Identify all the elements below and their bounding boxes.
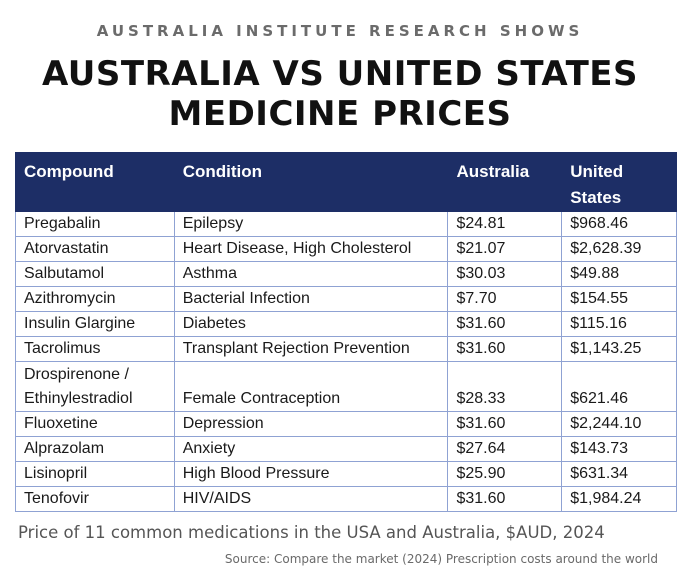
table-row: Lisinopril High Blood Pressure $25.90 $6… [15,461,677,487]
cell-compound: Azithromycin [15,286,175,312]
cell-us-price: $621.46 [561,361,677,412]
page-title: AUSTRALIA VS UNITED STATES MEDICINE PRIC… [0,54,680,134]
cell-compound: Salbutamol [15,261,175,287]
cell-condition: Heart Disease, High Cholesterol [173,236,449,262]
cell-australia-price: $25.90 [447,461,563,487]
cell-us-price: $143.73 [561,436,677,462]
cell-australia-price: $31.60 [447,411,563,437]
cell-australia-price: $27.64 [447,436,563,462]
table-row: Azithromycin Bacterial Infection $7.70 $… [15,286,677,312]
table-row: Insulin Glargine Diabetes $31.60 $115.16 [15,311,677,337]
cell-compound: Atorvastatin [15,236,175,262]
cell-us-price: $154.55 [561,286,677,312]
cell-compound: Alprazolam [15,436,175,462]
table-row: Fluoxetine Depression $31.60 $2,244.10 [15,411,677,437]
cell-us-price: $2,628.39 [561,236,677,262]
cell-compound: Fluoxetine [15,411,175,437]
cell-us-price: $115.16 [561,311,677,337]
source-note: Source: Compare the market (2024) Prescr… [224,552,658,566]
table-row: Drospirenone / Ethinylestradiol Female C… [15,361,677,412]
compound-line-2: Ethinylestradiol [24,390,133,407]
cell-australia-price: $24.81 [447,211,563,237]
table-row: Atorvastatin Heart Disease, High Cholest… [15,236,677,262]
cell-us-price: $2,244.10 [561,411,677,437]
cell-condition: High Blood Pressure [173,461,449,487]
column-header-australia: Australia [447,152,563,212]
cell-condition: Anxiety [173,436,449,462]
cell-compound: Tenofovir [15,486,175,512]
cell-compound: Pregabalin [15,211,175,237]
cell-compound: Insulin Glargine [15,311,175,337]
cell-condition: Epilepsy [173,211,449,237]
cell-us-price: $1,143.25 [561,336,677,362]
cell-us-price: $968.46 [561,211,677,237]
cell-australia-price: $21.07 [447,236,563,262]
column-header-compound: Compound [15,152,175,212]
column-header-condition: Condition [173,152,449,212]
cell-compound: Tacrolimus [15,336,175,362]
cell-australia-price: $28.33 [447,361,563,412]
cell-condition: Transplant Rejection Prevention [173,336,449,362]
table-row: Tenofovir HIV/AIDS $31.60 $1,984.24 [15,486,677,512]
cell-australia-price: $7.70 [447,286,563,312]
cell-condition: Depression [173,411,449,437]
cell-condition: Diabetes [173,311,449,337]
column-header-united-states: United States [561,152,677,212]
table-row: Alprazolam Anxiety $27.64 $143.73 [15,436,677,462]
cell-compound: Drospirenone / Ethinylestradiol [15,361,175,412]
cell-condition: Bacterial Infection [173,286,449,312]
kicker-text: AUSTRALIA INSTITUTE RESEARCH SHOWS [96,22,584,40]
cell-us-price: $631.34 [561,461,677,487]
cell-us-price: $1,984.24 [561,486,677,512]
medicine-price-table: Compound Condition Australia United Stat… [15,152,677,512]
table-row: Tacrolimus Transplant Rejection Preventi… [15,336,677,362]
table-header-row: Compound Condition Australia United Stat… [15,152,677,212]
cell-condition: Female Contraception [173,361,449,412]
cell-us-price: $49.88 [561,261,677,287]
cell-australia-price: $31.60 [447,336,563,362]
cell-australia-price: $30.03 [447,261,563,287]
figure-caption: Price of 11 common medications in the US… [18,523,605,542]
compound-line-1: Drospirenone / [24,366,129,383]
cell-australia-price: $31.60 [447,311,563,337]
title-line-1: AUSTRALIA VS UNITED STATES [42,54,638,94]
table-row: Pregabalin Epilepsy $24.81 $968.46 [15,211,677,237]
cell-compound: Lisinopril [15,461,175,487]
cell-condition: HIV/AIDS [173,486,449,512]
title-line-2: MEDICINE PRICES [168,94,512,134]
table-row: Salbutamol Asthma $30.03 $49.88 [15,261,677,287]
cell-australia-price: $31.60 [447,486,563,512]
cell-condition: Asthma [173,261,449,287]
